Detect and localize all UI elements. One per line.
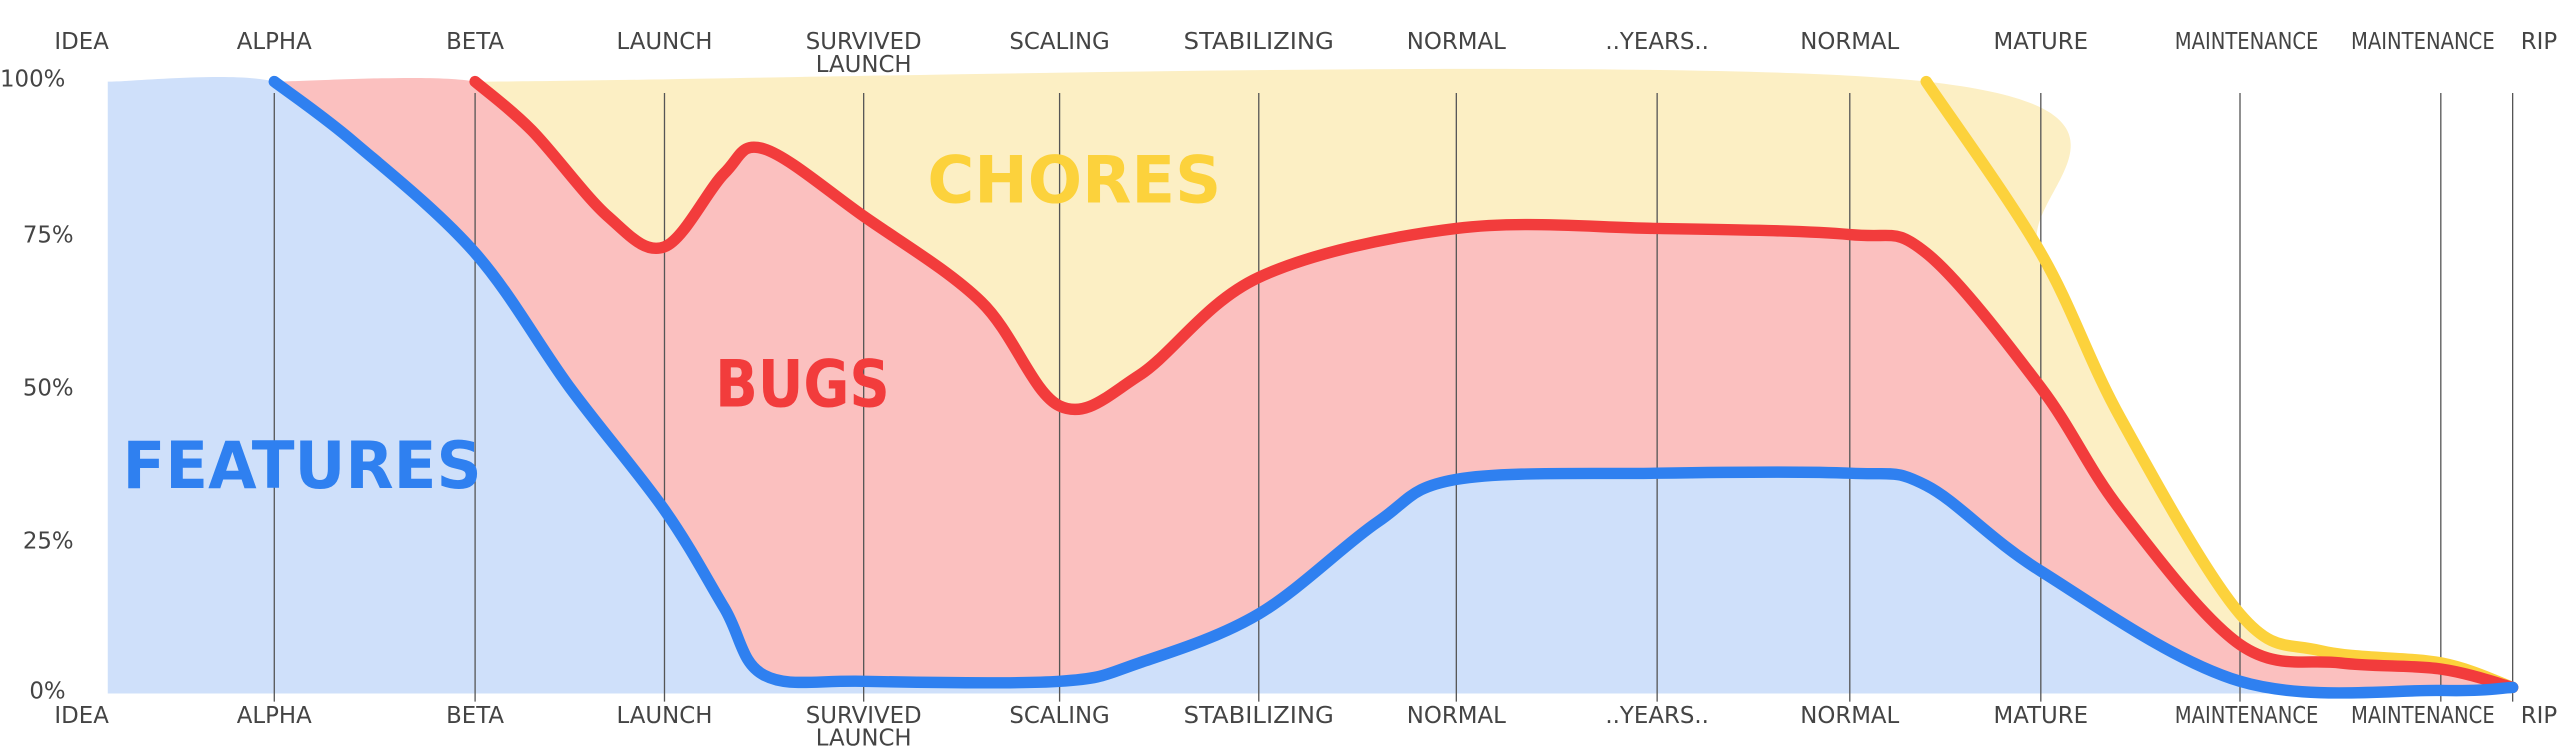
y-tick-label: 0% <box>29 678 65 704</box>
series-label-bugs: BUGS <box>715 346 890 422</box>
stage-label-bottom: MATURE <box>1994 703 2089 729</box>
series-label-features: FEATURES <box>122 428 481 504</box>
stage-label-bottom: LAUNCH <box>617 703 713 729</box>
y-tick-label: 75% <box>23 223 74 249</box>
area-chores <box>475 68 2513 688</box>
stage-label-bottom: BETA <box>446 703 504 729</box>
series-label-chores: CHORES <box>927 142 1221 218</box>
area-features <box>107 77 2513 694</box>
stage-label-bottom: ALPHA <box>237 703 312 729</box>
stage-label-bottom: SCALING <box>1009 703 1109 729</box>
stage-label-bottom: RIP <box>2521 703 2557 729</box>
stage-label-bottom: SURVIVED LAUNCH <box>806 703 922 749</box>
stage-label-top: IDEA <box>54 29 109 55</box>
stage-label-top: STABILIZING <box>1184 29 1334 55</box>
y-tick-label: 25% <box>23 529 74 555</box>
area-bugs <box>274 77 2513 693</box>
stage-label-top: NORMAL <box>1407 29 1506 55</box>
stage-label-bottom: NORMAL <box>1407 703 1506 729</box>
stage-label-top: SCALING <box>1009 29 1109 55</box>
stage-label-bottom: MAINTENANCE <box>2351 703 2495 729</box>
stage-label-bottom: IDEA <box>54 703 109 729</box>
stage-label-top: ..YEARS.. <box>1605 29 1708 55</box>
stage-gridlines <box>273 93 2514 702</box>
y-tick-label: 50% <box>23 376 74 402</box>
y-tick-label: 100% <box>0 66 65 92</box>
stage-label-bottom: STABILIZING <box>1184 703 1334 729</box>
axis-labels: 0% 25% 50% 75% 100% IDEA IDEA ALPHA ALPHA BETA BET… <box>0 29 2557 749</box>
line-chores <box>1920 75 2519 694</box>
stage-label-top: MAINTENANCE <box>2175 29 2319 55</box>
stage-label-bottom: NORMAL <box>1800 703 1899 729</box>
stage-label-top: NORMAL <box>1800 29 1899 55</box>
stage-label-bottom: MAINTENANCE <box>2175 703 2319 729</box>
stage-label-top: ALPHA <box>237 29 312 55</box>
stage-label-top: LAUNCH <box>617 29 713 55</box>
stage-label-top: RIP <box>2521 29 2557 55</box>
line-bugs <box>469 75 2519 694</box>
line-features <box>268 75 2519 699</box>
stage-label-top: MAINTENANCE <box>2351 29 2495 55</box>
stage-label-top: SURVIVED LAUNCH <box>806 29 922 78</box>
stage-label-bottom: ..YEARS.. <box>1605 703 1708 729</box>
series-lines <box>268 75 2519 699</box>
stage-label-top: BETA <box>446 29 504 55</box>
stage-label-top: MATURE <box>1994 29 2089 55</box>
areas <box>107 68 2513 694</box>
